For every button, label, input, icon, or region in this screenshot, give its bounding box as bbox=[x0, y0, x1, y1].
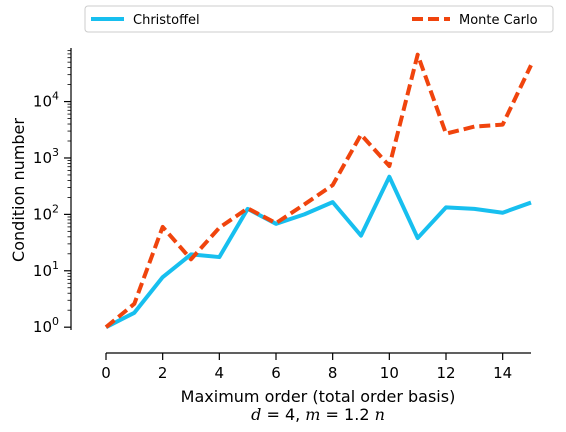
y-tick-label-1: 101 bbox=[33, 259, 59, 280]
legend-box bbox=[84, 5, 554, 33]
legend-label-monte-carlo: Monte Carlo bbox=[459, 13, 538, 28]
y-tick-label-4: 104 bbox=[33, 90, 59, 111]
x-axis-sublabel: d = 4, m = 1.2 n bbox=[251, 405, 385, 424]
x-tick-label-7: 14 bbox=[493, 364, 512, 382]
x-axis: 0 2 4 6 8 10 12 14 bbox=[101, 352, 531, 382]
legend-label-christoffel: Christoffel bbox=[133, 13, 200, 28]
x-tick-label-3: 6 bbox=[271, 364, 281, 382]
y-tick-label-2: 102 bbox=[33, 202, 59, 223]
series-line-monte-carlo bbox=[104, 52, 533, 329]
x-tick-label-5: 10 bbox=[380, 364, 399, 382]
x-tick-label-1: 2 bbox=[158, 364, 168, 382]
legend: Christoffel Monte Carlo bbox=[84, 5, 554, 33]
x-tick-label-6: 12 bbox=[436, 364, 455, 382]
series-line-christoffel bbox=[105, 174, 532, 329]
x-tick-label-2: 4 bbox=[215, 364, 225, 382]
plot-area bbox=[104, 52, 533, 329]
x-axis-label: Maximum order (total order basis) bbox=[181, 387, 456, 406]
y-tick-label-3: 103 bbox=[33, 146, 59, 167]
y-tick-label-0: 100 bbox=[33, 315, 59, 336]
x-tick-label-4: 8 bbox=[328, 364, 338, 382]
x-tick-label-0: 0 bbox=[101, 364, 111, 382]
y-axis-label: Condition number bbox=[9, 118, 28, 262]
y-axis: 100 101 102 103 104 bbox=[33, 48, 72, 336]
